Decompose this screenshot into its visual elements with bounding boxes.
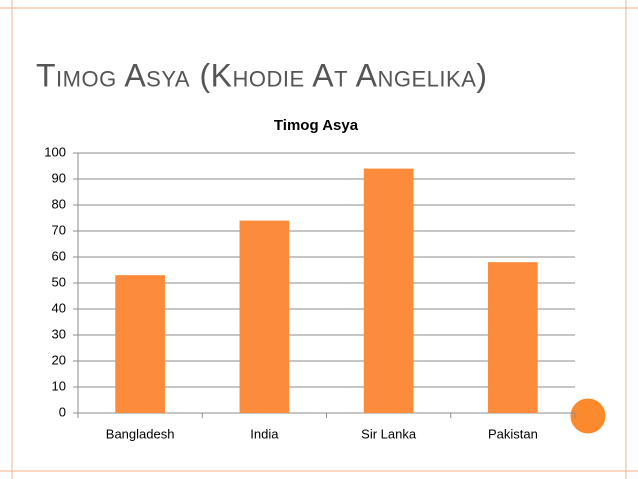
x-tick-label: Sir Lanka [361, 426, 417, 441]
x-tick-label: Pakistan [488, 426, 538, 441]
y-tick-label: 0 [59, 404, 66, 419]
bar [239, 220, 290, 413]
y-tick-label: 40 [52, 300, 66, 315]
decor-circle [567, 395, 609, 437]
x-tick-label: Bangladesh [106, 426, 175, 441]
chart-title: Timog Asya [274, 117, 359, 134]
bar [363, 168, 414, 413]
y-tick-label: 90 [52, 170, 66, 185]
y-tick-label: 20 [52, 352, 66, 367]
y-tick-label: 50 [52, 274, 66, 289]
y-tick-label: 80 [52, 196, 66, 211]
y-tick-label: 30 [52, 326, 66, 341]
bar [115, 275, 165, 413]
y-tick-label: 100 [44, 144, 66, 159]
y-tick-label: 60 [52, 248, 66, 263]
y-tick-label: 70 [52, 222, 66, 237]
x-tick-label: India [250, 426, 279, 441]
slide-title: Timog Asya (Khodie At Angelika) [36, 57, 488, 93]
y-tick-label: 10 [52, 378, 66, 393]
bar [488, 262, 538, 413]
